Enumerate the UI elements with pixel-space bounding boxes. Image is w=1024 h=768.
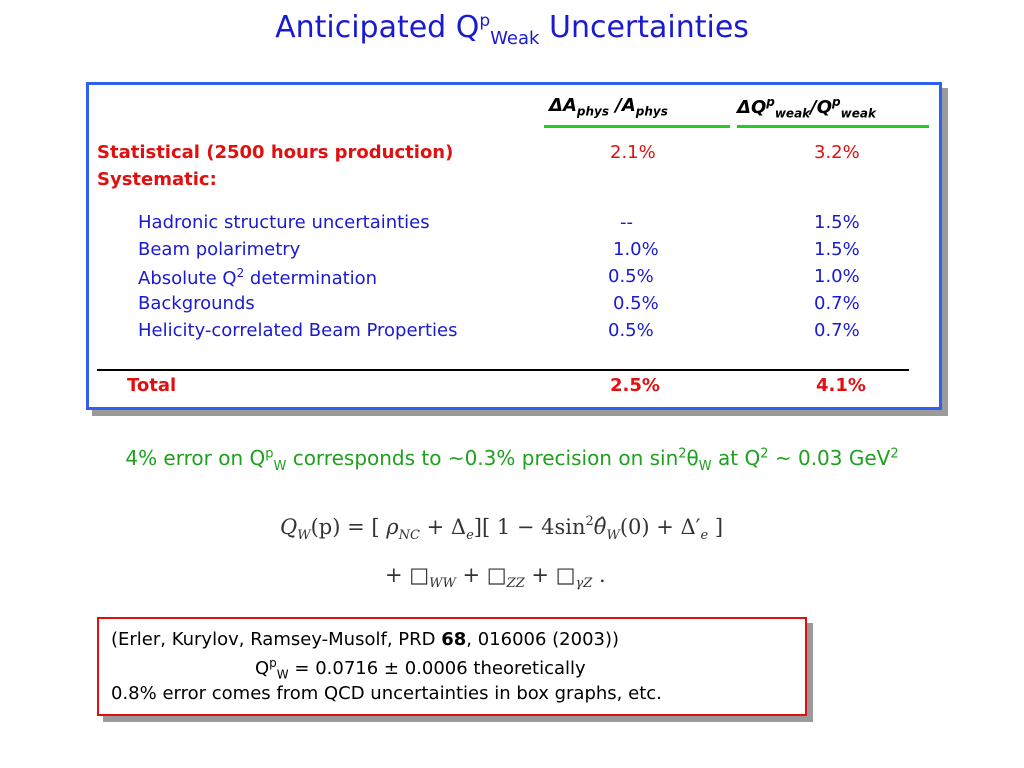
citation-reference: (Erler, Kurylov, Ramsey-Musolf, PRD 68, …: [111, 629, 620, 650]
row-label: Backgrounds: [138, 293, 255, 314]
row-label: Absolute Q2 determination: [138, 266, 378, 289]
row-q: 1.5%: [814, 239, 860, 260]
row-a: 0.5%: [613, 293, 659, 314]
header-underline-qweak: [737, 125, 929, 128]
statistical-label: Statistical (2500 hours production): [97, 142, 454, 163]
row-q: 1.5%: [814, 212, 860, 233]
svg-text:QW(p) = [ ρNC + Δe][ 1 − 4sin2: QW(p) = [ ρNC + Δe][ 1 − 4sin2θ̂W(0) + Δ…: [280, 514, 723, 543]
row-a: 1.0%: [613, 239, 659, 260]
uncertainty-table: ΔAphys /Aphys ΔQpweak/Qpweak Statistical…: [86, 82, 942, 410]
citation-theoretical-value: QpW = 0.0716 ± 0.0006 theoretically: [255, 656, 586, 682]
slide-title: Anticipated QpWeak Uncertainties: [275, 10, 749, 49]
row-label: Helicity-correlated Beam Properties: [138, 320, 458, 341]
row-q: 1.0%: [814, 266, 860, 287]
row-q: 0.7%: [814, 293, 860, 314]
statistical-q: 3.2%: [814, 142, 860, 163]
row-a: 0.5%: [608, 320, 654, 341]
row-q: 0.7%: [814, 320, 860, 341]
statistical-a: 2.1%: [610, 142, 656, 163]
qweak-formula: QW(p) = [ ρNC + Δe][ 1 − 4sin2θ̂W(0) + Δ…: [280, 514, 723, 591]
total-divider: [97, 369, 909, 371]
row-label: Beam polarimetry: [138, 239, 301, 260]
column-header-asymmetry: ΔAphys /Aphys: [549, 95, 668, 119]
citation-note: 0.8% error comes from QCD uncertainties …: [111, 683, 662, 704]
row-label: Hadronic structure uncertainties: [138, 212, 430, 233]
column-header-qweak: ΔQpweak/Qpweak: [737, 95, 876, 121]
total-label: Total: [127, 375, 177, 396]
row-a: --: [620, 212, 633, 233]
header-underline-asymmetry: [544, 125, 730, 128]
total-a: 2.5%: [610, 375, 660, 396]
systematic-label: Systematic:: [97, 169, 217, 190]
error-statement: 4% error on QpW corresponds to ~0.3% pre…: [125, 446, 899, 474]
total-q: 4.1%: [816, 375, 866, 396]
row-a: 0.5%: [608, 266, 654, 287]
statistical-row: Statistical (2500 hours production): [97, 142, 453, 163]
citation-box: (Erler, Kurylov, Ramsey-Musolf, PRD 68, …: [97, 617, 807, 716]
svg-text:+ □WW + □ZZ + □γZ .: + □WW + □ZZ + □γZ .: [385, 563, 606, 591]
